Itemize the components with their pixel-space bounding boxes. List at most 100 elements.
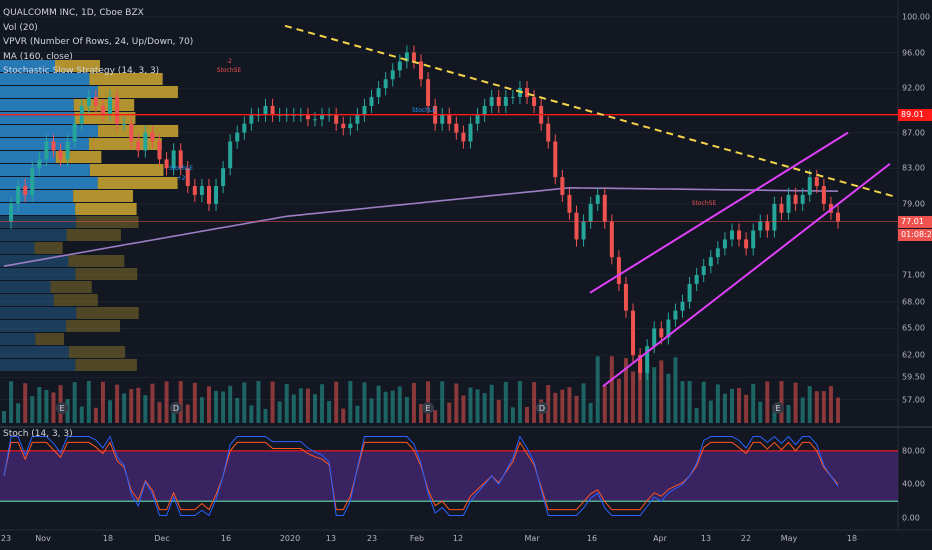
candle-body xyxy=(44,141,49,160)
volume-profile-bar-up xyxy=(0,112,75,124)
vpvr-indicator[interactable]: VPVR (Number Of Rows, 24, Up/Down, 70) xyxy=(3,37,194,47)
date-axis-label: 18 xyxy=(846,534,858,543)
volume-bar xyxy=(355,405,360,423)
candle-body xyxy=(341,123,346,129)
volume-bar xyxy=(652,367,657,423)
volume-bar xyxy=(44,390,49,423)
event-marker xyxy=(536,402,548,414)
volume-bar xyxy=(496,399,501,423)
volume-bar xyxy=(37,387,42,423)
volume-bar xyxy=(86,381,91,423)
candle-body xyxy=(122,123,127,125)
candle-body xyxy=(454,123,459,133)
candle-body xyxy=(235,132,240,142)
candle-body xyxy=(426,79,431,106)
volume-bar xyxy=(440,381,445,423)
volume-bar xyxy=(722,393,727,423)
volume-bar xyxy=(312,394,317,423)
volume-bar xyxy=(214,390,219,423)
candle-body xyxy=(390,70,395,80)
candle-body xyxy=(744,239,749,249)
volume-profile-bar-up xyxy=(0,164,90,176)
candle-body xyxy=(461,132,466,142)
volume-bar xyxy=(567,387,572,423)
volume-profile-bar-down xyxy=(34,242,63,254)
candle-body xyxy=(51,141,56,151)
candle-body xyxy=(631,310,636,356)
candle-body xyxy=(765,221,770,231)
date-axis-label: 16 xyxy=(220,534,232,543)
stoch-band xyxy=(0,450,898,502)
volume-profile-bar-down xyxy=(75,268,138,280)
volume-profile-bar-up xyxy=(0,268,76,280)
volume-bar xyxy=(751,383,756,423)
stoch-legend[interactable]: Stoch (14, 3, 3) xyxy=(3,429,73,439)
volume-bar xyxy=(793,382,798,423)
candle-body xyxy=(16,186,21,204)
stoch-d-line xyxy=(3,441,839,511)
volume-bar xyxy=(115,384,120,423)
candle-body xyxy=(115,97,120,124)
volume-profile-bar-up xyxy=(0,177,98,189)
volume-bar xyxy=(284,384,289,423)
volume-bar xyxy=(79,406,84,423)
price-axis-label: 57.00 xyxy=(902,395,925,405)
volume-bar xyxy=(411,382,416,423)
volume-bar xyxy=(532,382,537,423)
volume-profile-bar-up xyxy=(0,359,76,371)
volume-profile-bar-down xyxy=(68,255,125,267)
candle-body xyxy=(468,123,473,142)
channel-upper-line xyxy=(589,131,849,294)
volume-bar xyxy=(433,410,438,423)
volume-bar xyxy=(765,381,770,423)
date-axis[interactable]: 23 Nov 18 Dec 16 2020 13 23 Feb 12 Mar 16 Apr 13 22 May… xyxy=(0,530,898,550)
volume-bar xyxy=(772,409,777,423)
candle-body xyxy=(199,186,204,195)
candle-body xyxy=(404,52,409,62)
candle-body xyxy=(652,328,657,347)
volume-bar xyxy=(369,398,374,423)
candle-body xyxy=(758,221,763,231)
candle-body xyxy=(475,114,480,124)
candle-body xyxy=(362,105,367,115)
strategy-indicator[interactable]: Stochastic Slow Strategy (14, 3, 3) xyxy=(3,66,160,76)
candle-body xyxy=(270,105,275,115)
volume-bar xyxy=(687,381,692,423)
candle-body xyxy=(369,97,374,106)
candle-body xyxy=(616,257,621,284)
volume-bar xyxy=(525,406,530,423)
volume-bar xyxy=(708,400,713,423)
price-axis-label: 79.00 xyxy=(902,199,925,209)
date-axis-label: 12 xyxy=(452,534,464,543)
volume-bar xyxy=(30,396,35,423)
volume-bar xyxy=(616,378,621,423)
volume-bar xyxy=(814,391,819,423)
candle-body xyxy=(185,168,190,187)
volume-bar xyxy=(362,382,367,423)
candle-body xyxy=(659,328,664,338)
volume-profile-bar-down xyxy=(68,346,126,358)
volume-bar xyxy=(136,387,141,423)
volume-bar xyxy=(206,386,211,423)
ma-indicator[interactable]: MA (160, close) xyxy=(3,51,73,62)
price-axis-label: 83.00 xyxy=(902,163,925,173)
candle-body xyxy=(532,97,537,106)
volume-profile-bar-up xyxy=(0,281,51,293)
volume-profile-bar-up xyxy=(0,125,99,137)
volume-bar xyxy=(694,408,699,423)
volume-profile-bar-down xyxy=(98,125,179,137)
volume-profile-bar-up xyxy=(0,294,54,306)
vol-indicator[interactable]: Vol (20) xyxy=(3,22,38,33)
volume-profile-bar-up xyxy=(0,242,35,254)
volume-bar xyxy=(390,390,395,423)
volume-profile-bar-down xyxy=(97,86,178,98)
volume-profile-bar-down xyxy=(53,294,98,306)
volume-bar xyxy=(341,408,346,423)
candle-body xyxy=(503,97,508,106)
date-axis-label: 2020 xyxy=(279,534,301,543)
volume-bar xyxy=(23,383,28,423)
symbol-title[interactable]: QUALCOMM INC, 1D, Cboe BZX xyxy=(3,8,144,18)
strategy-marker: -2 xyxy=(226,58,232,65)
candle-body xyxy=(793,194,798,204)
